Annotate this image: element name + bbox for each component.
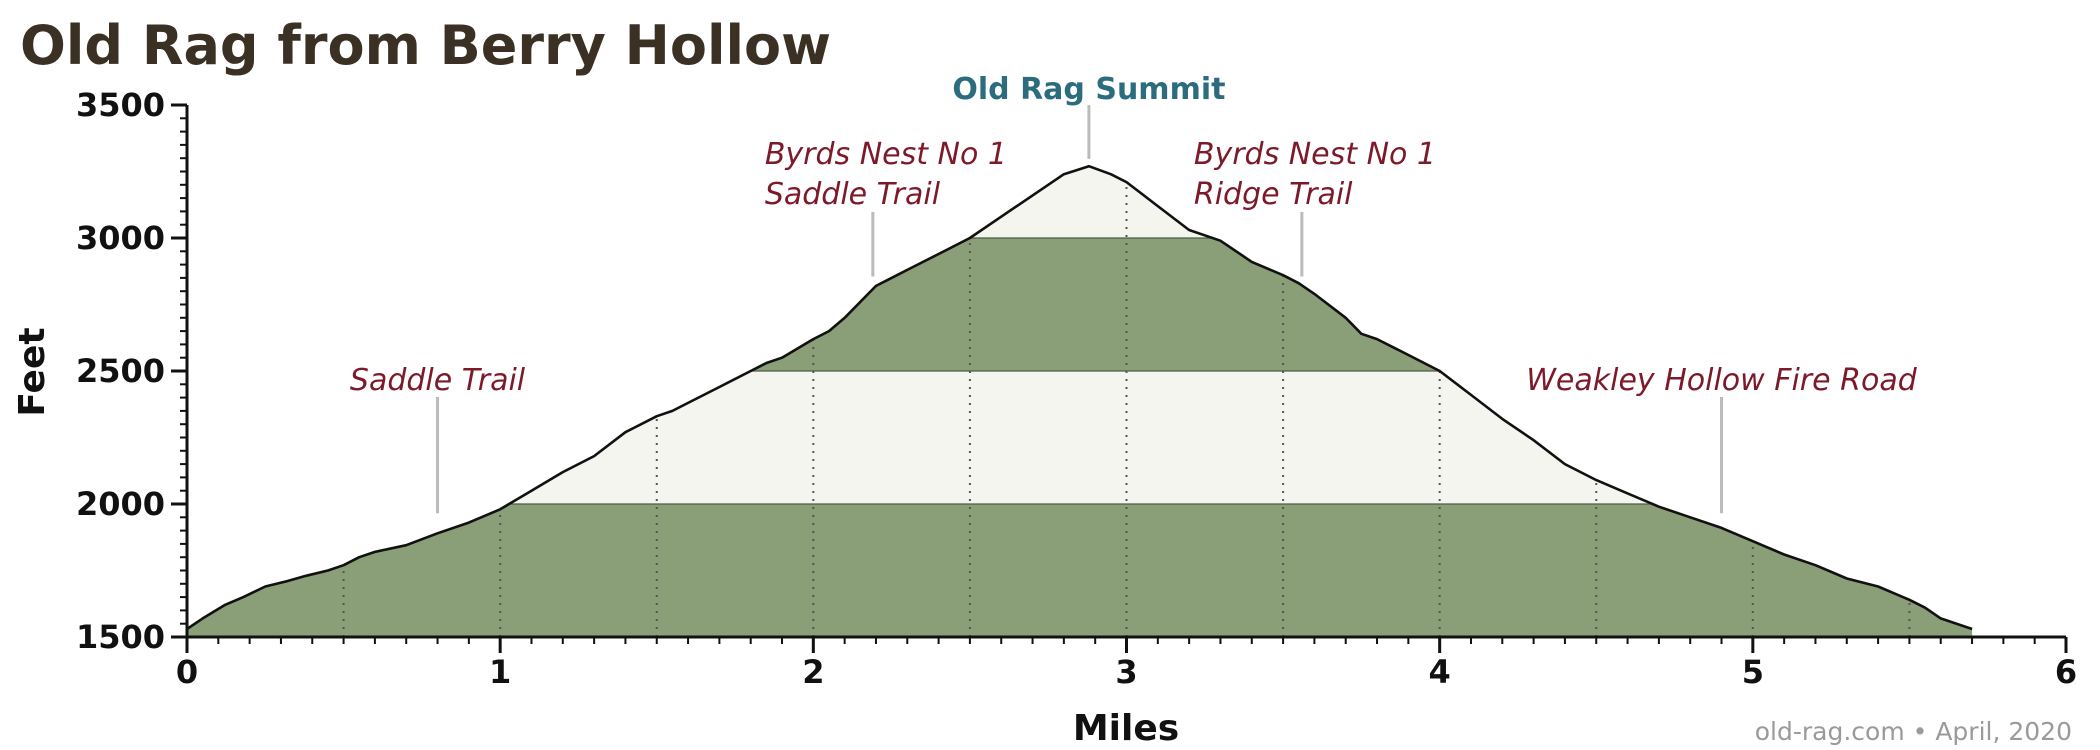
credit-text: old-rag.com • April, 2020 bbox=[1755, 717, 2072, 746]
elevation-band bbox=[187, 504, 1973, 637]
y-axis-title: Feet bbox=[12, 327, 53, 416]
annotation-label: Byrds Nest No 1 bbox=[1194, 137, 1436, 172]
elevation-profile-line bbox=[186, 164, 1973, 631]
annotations: Saddle Trail Byrds Nest No 1 Saddle Trail O… bbox=[350, 72, 1918, 514]
annotation-label: Weakley Hollow Fire Road bbox=[1526, 363, 1917, 398]
annotation-label: Saddle Trail bbox=[350, 363, 526, 398]
x-tick-label: 6 bbox=[2055, 653, 2077, 691]
elevation-band bbox=[187, 238, 1973, 371]
y-tick-label: 2000 bbox=[76, 485, 165, 523]
x-tick-label: 3 bbox=[1115, 653, 1137, 691]
axes: 1500 2000 2500 3000 3500 0 1 2 3 4 5 6 bbox=[76, 86, 2077, 691]
x-tick-label: 0 bbox=[176, 653, 198, 691]
annotation-label: Ridge Trail bbox=[1194, 177, 1353, 212]
x-tick-label: 5 bbox=[1742, 653, 1764, 691]
x-tick-label: 4 bbox=[1429, 653, 1451, 691]
x-tick-label: 2 bbox=[802, 653, 824, 691]
y-tick-label: 3500 bbox=[76, 86, 165, 124]
plot-marks bbox=[186, 164, 1973, 637]
y-tick-label: 3000 bbox=[76, 219, 165, 257]
x-tick-label: 1 bbox=[489, 653, 511, 691]
y-tick-label: 1500 bbox=[76, 618, 165, 656]
elevation-band bbox=[187, 166, 1973, 238]
chart-title: Old Rag from Berry Hollow bbox=[20, 14, 831, 77]
x-axis-title: Miles bbox=[1073, 708, 1179, 749]
annotation-label: Saddle Trail bbox=[765, 177, 941, 212]
annotation-label: Byrds Nest No 1 bbox=[765, 137, 1007, 172]
y-tick-label: 2500 bbox=[76, 352, 165, 390]
annotation-label: Old Rag Summit bbox=[952, 72, 1225, 107]
